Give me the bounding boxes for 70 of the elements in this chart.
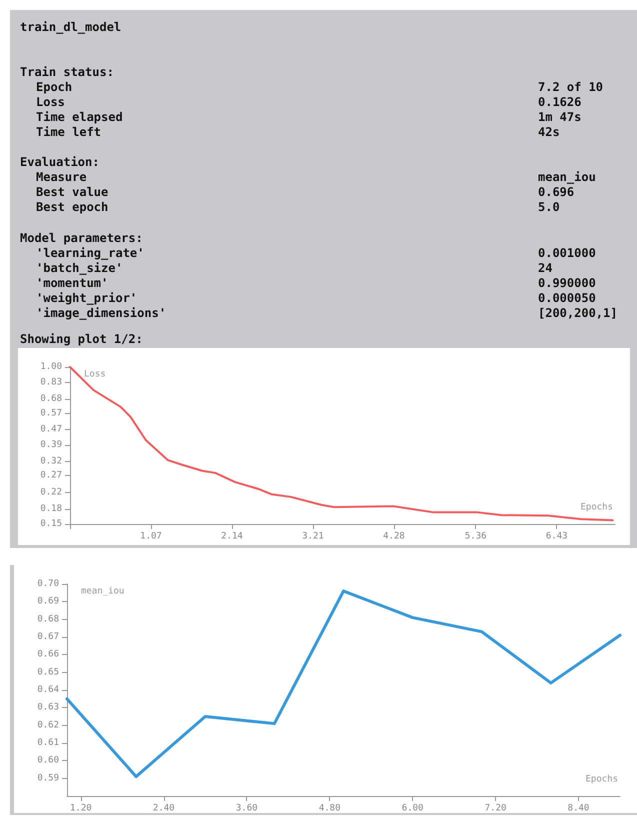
y-tick-label: 0.68 [40,394,62,404]
text: 5.0 [538,200,560,214]
category-label: Best value [36,185,108,199]
text: 1m 47s [538,110,582,124]
y-tick-label: 0.22 [40,487,62,498]
y-tick-label: 0.27 [40,470,62,480]
y-tick-label: 0.64 [37,685,59,695]
y-tick-label: 0.83 [40,377,62,388]
text: 24 [538,261,552,275]
text: train_dl_model [20,20,122,35]
text: 0.696 [538,185,574,199]
x-tick-label: 3.21 [302,532,324,542]
category-label: Loss [36,95,65,109]
x-tick-label: 1.07 [140,532,162,542]
x-tick-label: 7.20 [484,804,506,814]
y-tick-label: 0.39 [40,440,62,450]
y-tick-label: 1.00 [40,362,62,372]
y-tick-label: 0.32 [40,456,62,466]
x-tick-label: 5.36 [464,532,487,542]
category-label: Measure [36,170,87,184]
x-axis-title: Epochs [580,502,613,512]
category-label: Epoch [36,80,72,94]
text: [200,200,1] [538,306,618,320]
y-tick-label: 0.57 [40,408,62,419]
category-label: 'batch_size' [36,261,123,275]
y-tick-label: 0.70 [37,579,59,589]
y-tick-label: 0.18 [40,504,62,514]
x-tick-label: 6.43 [546,532,568,542]
y-axis-title: Loss [84,370,106,380]
text: 42s [538,125,560,139]
x-tick-label: 2.14 [221,532,243,542]
y-tick-label: 0.66 [37,650,59,660]
x-tick-label: 6.00 [402,804,424,814]
chart-title: Showing plot 1/2: [20,332,143,346]
x-tick-label: 2.40 [152,804,175,814]
text: Train status: [20,65,115,80]
text: 7.2 of 10 [538,80,604,94]
category-label: Best epoch [36,200,108,214]
y-tick-label: 0.47 [40,424,62,434]
y-tick-label: 0.60 [37,756,59,766]
category-label: 'weight_prior' [36,291,138,305]
y-tick-label: 0.68 [37,614,59,624]
y-tick-label: 0.62 [37,720,59,730]
text: mean_iou [538,170,596,184]
x-axis-title: Epochs [585,774,618,784]
y-tick-label: 0.15 [40,519,62,529]
line-series [69,366,614,522]
category-label: Time left [36,125,102,139]
category-label: Time elapsed [36,110,123,124]
x-tick-label: 4.80 [318,804,341,814]
x-tick-label: 1.20 [70,804,92,814]
category-label: 'momentum' [36,276,108,290]
text: 0.000050 [538,291,596,305]
category-label: 'image_dimensions' [36,306,166,320]
y-tick-label: 0.63 [37,702,59,713]
y-tick-label: 0.61 [37,738,59,748]
y-tick-label: 0.67 [37,632,59,642]
y-tick-label: 0.69 [37,596,59,607]
category-label: 'learning_rate' [36,246,144,260]
x-tick-label: 8.40 [568,804,590,814]
text: Evaluation: [20,155,100,170]
y-tick-label: 0.59 [37,773,59,784]
text: 0.1626 [538,95,582,109]
y-tick-label: 0.65 [37,667,59,678]
text: Model parameters: [20,231,144,246]
x-tick-label: 3.60 [236,804,258,814]
x-tick-label: 4.28 [383,532,405,542]
text: 0.990000 [538,276,596,290]
y-axis-title: mean_iou [81,586,124,596]
text: 0.001000 [538,246,596,260]
